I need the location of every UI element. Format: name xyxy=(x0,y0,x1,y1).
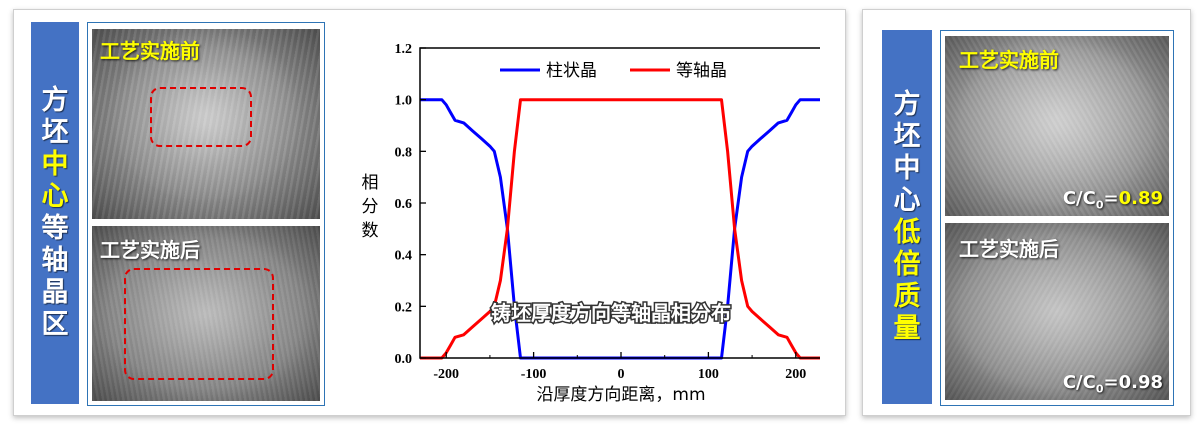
ratio-after-value: 0.98 xyxy=(1118,372,1163,394)
y-tick-label: 0.6 xyxy=(395,197,413,212)
vertical-label-left-char: 晶 xyxy=(41,277,69,308)
x-tick-label: -200 xyxy=(433,367,459,382)
photo-before-left: 工艺实施前 xyxy=(92,29,320,219)
vertical-label-right-char: 低 xyxy=(893,217,921,248)
y-tick-label: 0.2 xyxy=(395,300,413,315)
vertical-label-right-char: 中 xyxy=(893,153,921,184)
ratio-after-eq: = xyxy=(1103,372,1119,394)
vertical-label-left-char: 中 xyxy=(41,149,69,180)
photo-title-before-right: 工艺实施前 xyxy=(959,48,1059,72)
vertical-label-left-char: 等 xyxy=(41,213,69,244)
series-line-equiaxed xyxy=(420,98,820,360)
y-tick-label: 1.2 xyxy=(395,42,413,57)
y-tick-label: 1.0 xyxy=(395,94,413,109)
y-axis-label-char: 相 xyxy=(362,173,379,193)
vertical-label-right-char: 量 xyxy=(893,313,921,344)
legend-label: 等轴晶 xyxy=(676,61,727,81)
equiaxed-zone-before xyxy=(150,87,252,147)
ratio-before-sub: 0 xyxy=(1095,199,1104,212)
photo-after-left: 工艺实施后 xyxy=(92,226,320,401)
y-axis-label-char: 数 xyxy=(362,221,379,241)
ratio-before: C/C0=0.89 xyxy=(1063,188,1163,212)
x-axis-label: 沿厚度方向距离，mm xyxy=(536,385,705,405)
y-tick-label: 0.8 xyxy=(395,145,413,160)
chart-title: 铸坯厚度方向等轴晶相分布 xyxy=(491,301,731,325)
ratio-before-label: C/C xyxy=(1062,188,1096,210)
ratio-before-value: 0.89 xyxy=(1118,188,1163,210)
y-tick-label: 0.4 xyxy=(395,249,413,264)
phase-fraction-chart: 0.0 0.2 0.4 0.6 0.8 1.0 1.2 -200 -100 0 100 200 沿厚度方… xyxy=(362,42,820,405)
ratio-after-sub: 0 xyxy=(1095,383,1104,396)
vertical-label-right-char: 方 xyxy=(893,89,921,120)
ratio-before-eq: = xyxy=(1103,188,1119,210)
ratio-after: C/C0=0.98 xyxy=(1063,372,1163,396)
y-axis-label-char: 分 xyxy=(362,197,379,217)
vertical-label-left: 方坯中心等轴晶区 xyxy=(31,22,79,404)
vertical-label-left-char: 方 xyxy=(41,85,69,116)
vertical-label-right-char: 质 xyxy=(893,281,921,312)
vertical-label-left-char: 区 xyxy=(41,309,69,340)
photo-after-right: 工艺实施后 C/C0=0.98 xyxy=(945,223,1169,400)
photo-title-after-right: 工艺实施后 xyxy=(959,237,1059,261)
left-photos-frame: 工艺实施前 工艺实施后 xyxy=(87,22,325,406)
left-panel: 方坯中心等轴晶区 工艺实施前 工艺实施后 0.0 0.2 0.4 0.6 0.8 1.0 1… xyxy=(13,9,846,416)
x-tick-label: 0 xyxy=(618,367,625,382)
photo-title-after-left: 工艺实施后 xyxy=(100,238,200,262)
y-tick-label: 0.0 xyxy=(395,352,413,367)
equiaxed-zone-after xyxy=(124,268,274,380)
vertical-label-right-char: 心 xyxy=(893,185,921,216)
photo-title-before-left: 工艺实施前 xyxy=(100,39,200,63)
ratio-after-label: C/C xyxy=(1062,372,1096,394)
x-tick-label: 200 xyxy=(785,367,806,382)
right-photos-frame: 工艺实施前 C/C0=0.89 工艺实施后 C/C0=0.98 xyxy=(940,30,1174,406)
vertical-label-right-char: 坯 xyxy=(893,121,921,152)
right-panel: 方坯中心低倍质量 工艺实施前 C/C0=0.89 工艺实施后 C/C0=0.98 xyxy=(862,9,1191,416)
x-tick-label: 100 xyxy=(698,367,719,382)
vertical-label-right-char: 倍 xyxy=(893,249,921,280)
vertical-label-left-char: 轴 xyxy=(41,245,69,276)
vertical-label-left-char: 坯 xyxy=(41,117,69,148)
legend-label: 柱状晶 xyxy=(546,61,597,81)
vertical-label-left-char: 心 xyxy=(41,181,69,212)
photo-before-right: 工艺实施前 C/C0=0.89 xyxy=(945,36,1169,216)
vertical-label-right: 方坯中心低倍质量 xyxy=(882,30,932,404)
x-tick-label: -100 xyxy=(521,367,547,382)
